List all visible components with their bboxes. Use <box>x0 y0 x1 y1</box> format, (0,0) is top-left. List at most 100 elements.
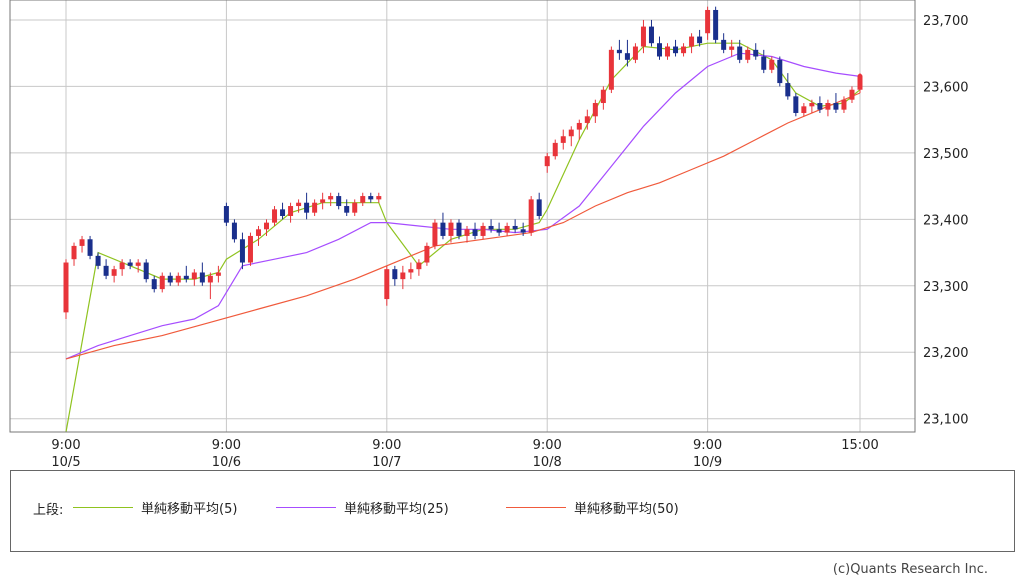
candle-body <box>648 26 654 44</box>
candle-up <box>665 43 671 60</box>
candle-body <box>769 59 775 70</box>
candle-up <box>480 222 486 240</box>
candle-body <box>119 262 125 270</box>
candle-up <box>79 235 85 253</box>
candle-body <box>544 156 550 167</box>
candle-up <box>408 262 414 280</box>
candle-body <box>71 245 77 260</box>
candle-body <box>135 262 141 266</box>
x-tick-label-time: 9:00 <box>51 438 80 453</box>
candle-body <box>801 106 807 113</box>
candle-body <box>592 103 598 117</box>
legend-swatch-sma50 <box>506 506 566 508</box>
candle-up <box>215 265 221 283</box>
x-axis-labels: 9:00 10/5 9:00 10/6 9:00 10/7 9:00 10/8 9:00 10/9… <box>51 438 878 470</box>
legend-swatch-sma25 <box>276 506 336 508</box>
candle-body <box>280 209 286 216</box>
candle-body <box>376 196 382 200</box>
candle-body <box>392 269 398 280</box>
candle-up <box>207 272 213 300</box>
y-axis-labels: 23,100 23,200 23,300 23,400 23,500 23,600 23,7… <box>923 14 969 428</box>
candle-body <box>255 229 261 236</box>
legend-label-sma50: 単純移動平均(50) <box>574 501 679 517</box>
candle-down <box>656 36 662 60</box>
candle-up <box>400 265 406 290</box>
candle-down <box>737 39 743 64</box>
candle-up <box>576 119 582 140</box>
candle-body <box>632 46 638 60</box>
candle-body <box>167 275 173 283</box>
candle-body <box>809 103 815 107</box>
x-tick-label-date: 10/7 <box>372 455 401 470</box>
candle-down <box>183 265 189 283</box>
legend-label-sma5: 単純移動平均(5) <box>141 501 238 517</box>
candle-body <box>416 262 422 270</box>
candle-body <box>841 99 847 110</box>
candle-down <box>336 192 342 210</box>
candle-body <box>95 255 101 266</box>
candle-body <box>681 46 687 54</box>
candle-down <box>833 93 839 113</box>
candle-up <box>360 192 366 207</box>
candle-up <box>801 103 807 117</box>
candle-up <box>255 225 261 246</box>
candle-up <box>592 99 598 123</box>
candle-up <box>769 56 775 74</box>
candle-up <box>841 96 847 113</box>
candle-up <box>135 259 141 273</box>
candle-body <box>296 202 302 207</box>
candle-body <box>785 83 791 97</box>
candle-body <box>344 206 350 213</box>
candle-up <box>432 219 438 250</box>
candle-body <box>608 49 614 90</box>
x-tick-label-date: 10/8 <box>533 455 562 470</box>
candle-down <box>231 219 237 243</box>
candle-body <box>223 206 229 223</box>
candle-down <box>368 192 374 203</box>
candles <box>63 6 863 320</box>
y-tick-label: 23,600 <box>923 80 969 95</box>
candle-up <box>504 222 510 236</box>
candle-up <box>424 242 430 266</box>
candle-up <box>729 39 735 57</box>
candle-up <box>544 152 550 173</box>
candle-body <box>472 229 478 236</box>
candle-body <box>424 245 430 263</box>
candle-down <box>472 222 478 240</box>
candle-body <box>103 265 109 276</box>
candle-body <box>584 116 590 123</box>
candle-body <box>456 222 462 236</box>
legend-item-sma25: 単純移動平均(25) <box>276 497 449 517</box>
candle-up <box>312 199 318 216</box>
candle-body <box>713 9 719 40</box>
candle-body <box>272 209 278 223</box>
candle-down <box>456 219 462 240</box>
candle-down <box>127 259 133 270</box>
candle-body <box>576 122 582 130</box>
candle-body <box>857 76 863 90</box>
candle-up <box>560 129 566 150</box>
candle-down <box>143 259 149 283</box>
candle-body <box>183 275 189 280</box>
candle-body <box>448 222 454 236</box>
candle-body <box>408 269 414 273</box>
candle-body <box>640 26 646 47</box>
x-tick-label-date: 10/6 <box>212 455 241 470</box>
candle-body <box>705 9 711 34</box>
candle-down <box>624 39 630 67</box>
candle-down <box>713 6 719 44</box>
y-tick-label: 23,100 <box>923 413 969 428</box>
candle-body <box>552 142 558 157</box>
y-tick-label: 23,200 <box>923 346 969 361</box>
candle-down <box>673 39 679 57</box>
candle-body <box>504 225 510 233</box>
candle-body <box>111 269 117 276</box>
candle-down <box>167 272 173 286</box>
y-tick-label: 23,300 <box>923 280 969 295</box>
candle-up <box>464 225 470 243</box>
candle-up <box>745 46 751 64</box>
candle-up <box>296 199 302 213</box>
candle-up <box>376 192 382 203</box>
candle-down <box>87 235 93 260</box>
candle-body <box>328 196 334 200</box>
